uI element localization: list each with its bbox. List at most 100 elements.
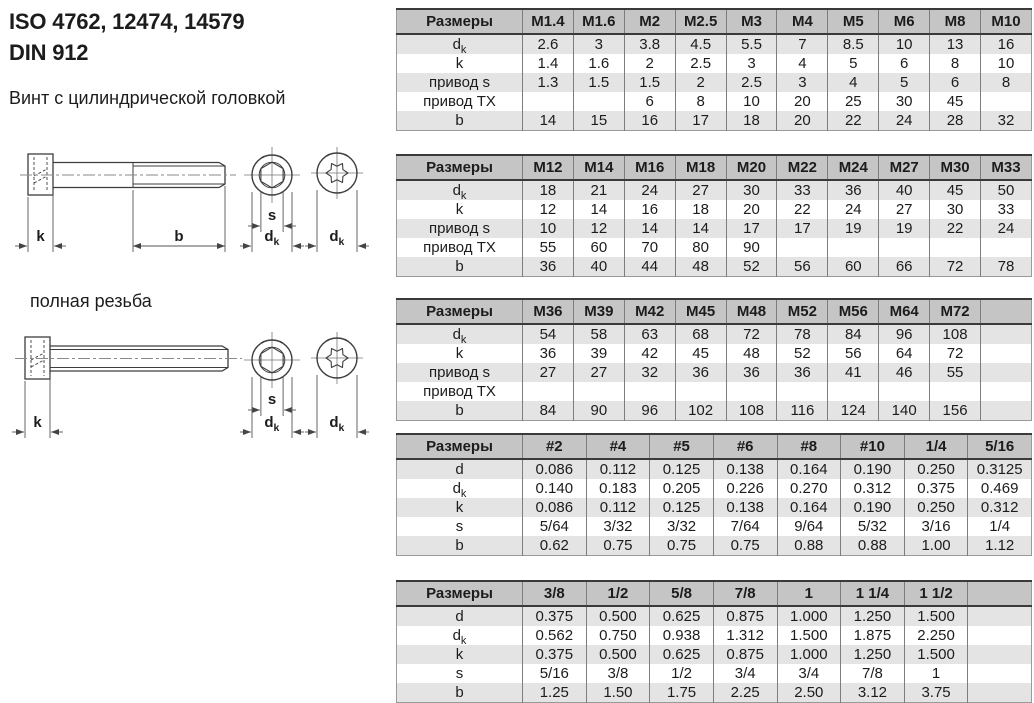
dim-label-dk-torx: d [329, 228, 338, 245]
value-cell: 5/16 [522, 664, 587, 683]
value-cell: 9/64 [776, 517, 841, 536]
value-cell: 0.88 [840, 536, 905, 556]
value-cell: 55 [522, 238, 574, 257]
value-cell: 1/4 [967, 517, 1032, 536]
value-cell: 14 [522, 111, 574, 131]
row-header-title: Размеры [396, 299, 523, 325]
table-row: dk 0.562 0.750 0.938 1.312 1.500 1.875 2.250 [397, 626, 1032, 645]
value-cell: 0.625 [649, 645, 714, 664]
value-cell: 36 [522, 344, 574, 363]
table-row: d 0.375 0.500 0.625 0.875 1.000 1.250 1.500 [396, 606, 1032, 626]
value-cell: 14 [623, 219, 676, 238]
value-cell: 18 [674, 200, 727, 219]
value-cell: 48 [725, 344, 777, 363]
value-cell [929, 238, 981, 257]
table-row: dk 18 21 24 27 30 33 36 40 45 50 [396, 180, 1032, 200]
value-cell [572, 382, 625, 401]
value-cell: 3.12 [840, 683, 905, 703]
value-cell [929, 382, 981, 401]
value-cell: 20 [725, 200, 777, 219]
value-cell: 50 [980, 180, 1032, 200]
value-cell [967, 645, 1032, 664]
value-cell: 27 [878, 200, 930, 219]
value-cell: 20 [776, 92, 828, 111]
value-cell: 0.312 [840, 479, 905, 498]
value-cell: 19 [827, 219, 879, 238]
table-row: k 0.375 0.500 0.625 0.875 1.000 1.250 1.500 [396, 645, 1032, 664]
column-header: #4 [585, 434, 650, 460]
value-cell: 0.226 [712, 479, 777, 498]
torx-socket-end-view: d k [305, 147, 369, 252]
subtitle: Винт с цилиндрической головкой [9, 88, 286, 108]
value-cell: 0.75 [585, 536, 650, 556]
value-cell [967, 664, 1032, 683]
table-row: s 5/16 3/8 1/2 3/4 3/4 7/8 1 [397, 664, 1032, 683]
value-cell [522, 92, 574, 111]
value-cell: 0.250 [903, 498, 968, 517]
value-cell: 0.086 [522, 498, 587, 517]
value-cell: 54 [522, 324, 574, 344]
dimension-s [248, 192, 296, 232]
torx-icon [325, 162, 349, 184]
column-header: M42 [623, 299, 676, 325]
value-cell [980, 324, 1032, 344]
column-header: M16 [623, 155, 676, 181]
value-cell: 10 [980, 54, 1032, 73]
column-header: M14 [572, 155, 625, 181]
value-cell: 16 [623, 111, 676, 131]
value-cell: 12 [572, 219, 625, 238]
table-row: k 36 39 42 45 48 52 56 64 72 [397, 344, 1032, 363]
value-cell [967, 683, 1032, 703]
value-cell: 3 [776, 73, 828, 92]
value-cell: 2.250 [903, 626, 968, 645]
dimension-s [248, 377, 296, 416]
row-label: привод s [428, 364, 491, 381]
row-label: привод TX [423, 93, 496, 110]
value-cell: 4.5 [674, 34, 727, 54]
value-cell [623, 382, 676, 401]
row-label: b [455, 112, 464, 129]
value-cell: 0.938 [649, 626, 714, 645]
table-row: k 1.4 1.6 2 2.5 3 4 5 6 8 10 [397, 54, 1032, 73]
value-cell: 32 [623, 363, 676, 382]
value-cell: 1.250 [840, 606, 905, 626]
value-cell: 56 [776, 257, 828, 277]
value-cell: 8.5 [827, 34, 879, 54]
value-cell: 8 [980, 73, 1032, 92]
column-header: M4 [776, 9, 828, 35]
value-cell: 0.500 [585, 645, 650, 664]
value-cell: 60 [827, 257, 879, 277]
value-cell: 3/16 [903, 517, 968, 536]
value-cell: 0.750 [585, 626, 650, 645]
value-cell: 0.375 [522, 606, 587, 626]
value-cell: 0.164 [776, 459, 841, 479]
value-cell: 2 [674, 73, 727, 92]
table-row: b 14 15 16 17 18 20 22 24 28 32 [396, 111, 1032, 131]
dimension-dk-torx [305, 375, 369, 438]
value-cell: 20 [776, 111, 828, 131]
socket-hidden-lines [33, 157, 48, 192]
value-cell: 0.086 [522, 459, 587, 479]
column-header: M1.6 [572, 9, 625, 35]
value-cell: 0.88 [776, 536, 841, 556]
value-cell: 14 [572, 200, 625, 219]
value-cell: 1.500 [903, 645, 968, 664]
value-cell: 84 [522, 401, 574, 421]
value-cell: 0.190 [840, 459, 905, 479]
dim-label-s: s [268, 207, 276, 224]
table-row: k 0.086 0.112 0.125 0.138 0.164 0.190 0.250 0.31… [396, 498, 1032, 517]
value-cell: 1.000 [776, 606, 841, 626]
value-cell: 66 [878, 257, 930, 277]
screw-full-thread-drawing: k s d k [12, 332, 369, 438]
column-header: M20 [725, 155, 777, 181]
value-cell: 48 [674, 257, 727, 277]
column-header [980, 299, 1032, 325]
value-cell: 18 [725, 111, 777, 131]
value-cell: 24 [623, 180, 676, 200]
value-cell: 28 [929, 111, 981, 131]
hex-socket-end-view: s d k [240, 147, 304, 252]
dim-label-dk: d [264, 228, 273, 245]
column-header: M24 [827, 155, 879, 181]
value-cell: 0.469 [967, 479, 1032, 498]
column-header: M56 [827, 299, 879, 325]
